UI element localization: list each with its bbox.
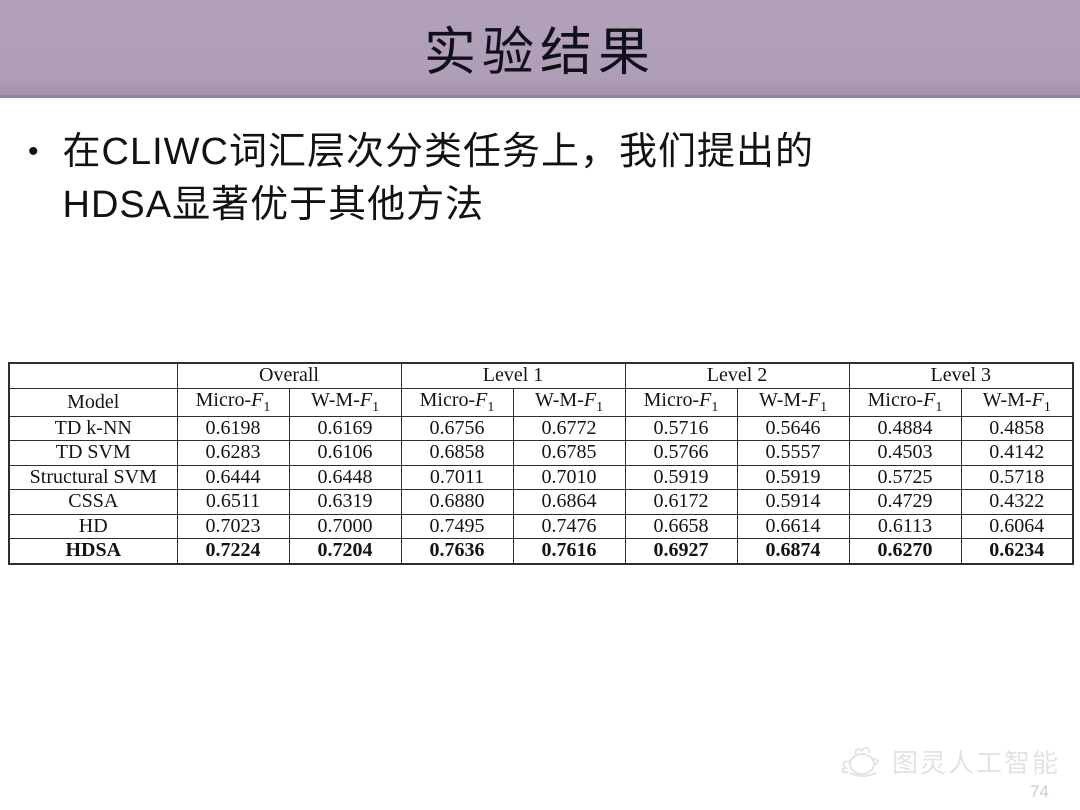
value-cell: 0.5725 [848,464,962,490]
page-number: 74 [1030,782,1049,801]
value-cell: 0.7476 [512,513,626,539]
bullet-text: 在CLIWC词汇层次分类任务上，我们提出的 HDSA显著优于其他方法 [63,126,814,232]
value-cell: 0.6756 [400,415,514,441]
value-cell: 0.6270 [848,538,962,564]
page-title: 实验结果 [423,24,656,82]
column-header-wm-f1: W-M-F1 [512,387,626,417]
value-cell: 0.7495 [400,513,514,539]
value-cell: 0.6064 [960,513,1074,539]
value-cell: 0.4884 [848,415,962,441]
value-cell: 0.5646 [736,415,850,441]
value-cell: 0.7010 [512,464,626,490]
watermark: 图灵人工智能 [838,742,1060,780]
value-cell: 0.7023 [176,513,290,539]
model-cell: CSSA [8,489,178,515]
table-row-td-svm: TD SVM 0.6283 0.6106 0.6858 0.6785 0.576… [8,440,1074,466]
column-header-micro-f1: Micro-F1 [624,387,738,417]
group-header-empty [8,362,178,389]
value-cell: 0.7000 [288,513,402,539]
table-group-header-row: Overall Level 1 Level 2 Level 3 [8,362,1074,389]
bullet-line-2: HDSA显著优于其他方法 [62,184,485,226]
value-cell: 0.6169 [288,415,402,441]
value-cell: 0.6874 [736,538,850,564]
value-cell: 0.6858 [400,440,514,466]
value-cell: 0.5716 [624,415,738,441]
value-cell: 0.4322 [960,489,1074,515]
value-cell: 0.5718 [960,464,1074,490]
value-cell: 0.6864 [512,489,626,515]
slide-title-bar: 实验结果 [0,0,1080,98]
value-cell: 0.6880 [400,489,514,515]
value-cell: 0.7204 [288,538,402,564]
table-metric-header-row: Model Micro-F1 W-M-F1 Micro-F1 W-M-F1 Mi… [8,387,1074,417]
table-row-cssa: CSSA 0.6511 0.6319 0.6880 0.6864 0.6172 … [8,489,1074,515]
group-header-level2: Level 2 [624,362,850,389]
value-cell: 0.4142 [960,440,1074,466]
value-cell: 0.6444 [176,464,290,490]
value-cell: 0.5919 [624,464,738,490]
table-row-structural-svm: Structural SVM 0.6444 0.6448 0.7011 0.70… [8,464,1074,490]
table-row-hd: HD 0.7023 0.7000 0.7495 0.7476 0.6658 0.… [8,513,1074,539]
column-header-micro-f1: Micro-F1 [848,387,962,417]
table-row-td-knn: TD k-NN 0.6198 0.6169 0.6756 0.6772 0.57… [8,415,1074,441]
value-cell: 0.6658 [624,513,738,539]
table-row-hdsa: HDSA 0.7224 0.7204 0.7636 0.7616 0.6927 … [8,538,1074,564]
model-cell: TD k-NN [8,415,178,441]
column-header-wm-f1: W-M-F1 [960,387,1074,417]
column-header-micro-f1: Micro-F1 [176,387,290,417]
results-table: Overall Level 1 Level 2 Level 3 Model Mi… [8,362,1075,565]
value-cell: 0.4729 [848,489,962,515]
model-cell: Structural SVM [8,464,178,490]
group-header-overall: Overall [176,362,402,389]
turing-ai-logo-icon [841,746,879,777]
watermark-text: 图灵人工智能 [892,747,1061,778]
value-cell: 0.6448 [288,464,402,490]
model-cell: HD [8,513,178,539]
column-header-wm-f1: W-M-F1 [736,387,850,417]
value-cell: 0.6172 [624,489,738,515]
value-cell: 0.6511 [176,489,290,515]
value-cell: 0.5766 [624,440,738,466]
value-cell: 0.6234 [960,538,1074,564]
value-cell: 0.7636 [400,538,514,564]
value-cell: 0.4858 [960,415,1074,441]
value-cell: 0.4503 [848,440,962,466]
value-cell: 0.6106 [288,440,402,466]
value-cell: 0.6772 [512,415,626,441]
value-cell: 0.6785 [512,440,626,466]
value-cell: 0.6283 [176,440,290,466]
bullet-marker: • [28,135,39,168]
value-cell: 0.6614 [736,513,850,539]
value-cell: 0.5914 [736,489,850,515]
bullet-point: • 在CLIWC词汇层次分类任务上，我们提出的 HDSA显著优于其他方法 [28,126,1018,232]
column-header-micro-f1: Micro-F1 [400,387,514,417]
model-cell: TD SVM [8,440,178,466]
value-cell: 0.6198 [176,415,290,441]
value-cell: 0.6113 [848,513,962,539]
value-cell: 0.7616 [512,538,626,564]
bullet-line-1: 在CLIWC词汇层次分类任务上，我们提出的 [62,131,814,173]
column-header-wm-f1: W-M-F1 [288,387,402,417]
value-cell: 0.6319 [288,489,402,515]
value-cell: 0.5919 [736,464,850,490]
value-cell: 0.6927 [624,538,738,564]
group-header-level1: Level 1 [400,362,626,389]
group-header-level3: Level 3 [848,362,1074,389]
value-cell: 0.7224 [176,538,290,564]
column-header-model: Model [8,387,178,417]
value-cell: 0.5557 [736,440,850,466]
value-cell: 0.7011 [400,464,514,490]
model-cell: HDSA [8,538,178,564]
